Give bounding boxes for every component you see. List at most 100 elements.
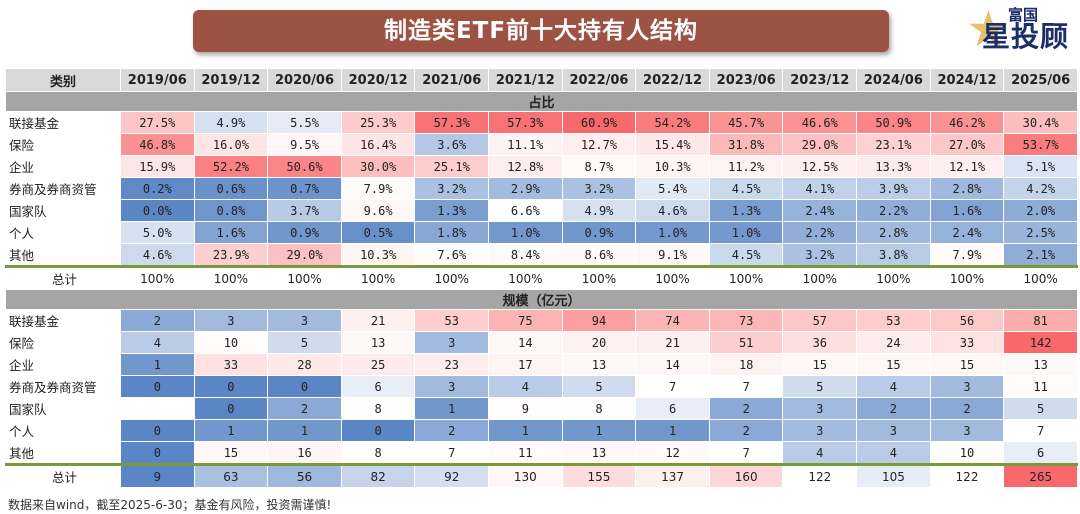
table-cell: 1.3% [708,199,784,222]
table-cell: 0.0% [120,199,195,222]
total-cell: 100% [488,266,563,290]
table-cell: 21 [635,331,710,354]
total-cell: 100% [635,266,710,290]
table-cell: 5.1% [1003,155,1078,178]
row-label: 个人 [5,221,121,244]
header-period: 2020/12 [340,68,416,92]
table-cell: 75 [488,309,563,332]
table-cell: 8 [561,397,637,420]
table-cell: 21 [340,309,416,332]
table-cell: 3 [414,331,490,354]
table-cell: 8.4% [488,243,563,268]
table-cell: 11 [1003,375,1078,398]
section-label: 规模（亿元） [5,289,1078,310]
table-cell: 1.0% [708,221,784,244]
logo-line-2: 星投顾 [982,20,1070,53]
table-cell: 0.8% [193,199,269,222]
table-row: 券商及券商资管 0.2% 0.6% 0.7% 7.9% 3.2% 2.9% 3.2% 5.4% 4… [5,177,1078,200]
table-cell: 8 [340,397,416,420]
table-cell: 5.5% [267,111,342,134]
table-cell: 3.2% [414,177,490,200]
table-cell: 5 [267,331,342,354]
header-period: 2019/12 [193,68,269,92]
table-cell: 10 [193,331,269,354]
total-cell: 9 [120,464,195,488]
table-cell: 5 [561,375,637,398]
table-row: 个人 5.0% 1.6% 0.9% 0.5% 1.8% 1.0% 0.9% 1.0% 1.0% 2.… [5,221,1078,244]
table-cell: 25.1% [414,155,490,178]
table-cell: 7 [414,441,490,466]
table-cell: 16 [267,441,342,466]
table-cell: 0.2% [120,177,195,200]
row-label: 国家队 [5,397,121,420]
section-header: 规模（亿元） [5,289,1078,310]
table-cell: 24 [856,331,931,354]
table-cell: 8.6% [561,243,637,268]
table-cell: 50.6% [267,155,342,178]
total-cell: 100% [782,266,858,290]
row-label: 其他 [5,243,121,268]
table-cell: 0.9% [267,221,342,244]
table-cell: 6 [635,397,710,420]
table-cell: 0.9% [561,221,637,244]
table-row: 券商及券商资管 0 0 0 6 3 4 5 7 7 5 4 3 11 [5,375,1078,398]
total-cell: 105 [856,464,931,488]
row-label: 保险 [5,331,121,354]
table-cell: 8 [340,441,416,466]
section-header: 占比 [5,91,1078,112]
table-cell: 3 [782,397,858,420]
total-cell: 100% [414,266,490,290]
table-cell: 3.2% [561,177,637,200]
table-cell: 53 [856,309,931,332]
table-cell: 15.4% [635,133,710,156]
section-label: 占比 [5,91,1078,112]
table-cell: 0 [267,375,342,398]
table-cell: 4.5% [708,243,784,268]
table-cell: 45.7% [708,111,784,134]
table-cell: 1.0% [635,221,710,244]
table-cell: 0 [340,419,416,442]
table-cell: 0 [120,441,195,466]
total-cell: 100% [929,266,1005,290]
table-cell: 2.8% [856,221,931,244]
total-cell: 155 [561,464,637,488]
table-cell: 57.3% [414,111,490,134]
table-cell: 15 [929,353,1005,376]
table-cell: 50.9% [856,111,931,134]
table-cell: 51 [708,331,784,354]
table-cell: 17 [488,353,563,376]
table-cell: 4.9% [193,111,269,134]
table-cell: 74 [635,309,710,332]
row-label: 企业 [5,353,121,376]
table-cell: 2 [856,397,931,420]
logo-line-1: 富国 [1008,6,1039,24]
table-cell: 1.3% [414,199,490,222]
table-cell: 2 [120,309,195,332]
table-cell: 36 [782,331,858,354]
logo: ★ 富国 星投顾 [966,2,1076,58]
table-cell: 2.8% [929,177,1005,200]
table-cell: 4.6% [635,199,710,222]
table-cell: 2.4% [929,221,1005,244]
table-cell: 13 [561,441,637,466]
table-cell: 0.6% [193,177,269,200]
row-label: 券商及券商资管 [5,375,121,398]
table-cell: 4.9% [561,199,637,222]
total-cell: 160 [708,464,784,488]
table-cell: 94 [561,309,637,332]
table-cell: 4 [120,331,195,354]
total-cell: 100% [1003,266,1078,290]
table-row: 联接基金 2 3 3 21 53 75 94 74 73 57 53 56 81 [5,309,1078,332]
table-cell: 3 [414,375,490,398]
table-cell: 9.5% [267,133,342,156]
table-cell: 3.8% [856,243,931,268]
table-cell: 6.6% [488,199,563,222]
table-cell: 7 [635,375,710,398]
table-cell: 7 [708,441,784,466]
table-cell: 14 [635,353,710,376]
table-cell: 10.3% [340,243,416,268]
table-row: 保险 46.8% 16.0% 9.5% 16.4% 3.6% 11.1% 12.7% 15.4%… [5,133,1078,156]
table-cell: 1 [267,419,342,442]
table-cell: 25.3% [340,111,416,134]
table-cell: 8.7% [561,155,637,178]
